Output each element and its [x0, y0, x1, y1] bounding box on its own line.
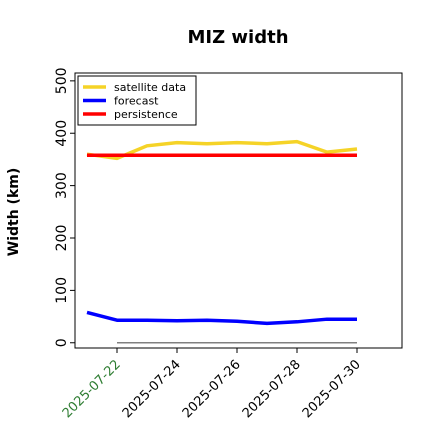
y-tick-label: 300	[54, 172, 70, 199]
y-axis: 0 100 200 300 400 500	[54, 67, 75, 347]
chart-title: MIZ width	[187, 27, 288, 48]
y-axis-label: Width (km)	[6, 168, 22, 257]
y-tick-label: 500	[54, 67, 70, 94]
x-axis: 2025-07-222025-07-242025-07-262025-07-28…	[60, 348, 364, 421]
series-line-satellite-data	[86, 139, 358, 161]
y-tick-label: 400	[54, 120, 70, 147]
legend-label-forecast: forecast	[114, 95, 159, 108]
y-tick-label: 0	[54, 338, 70, 347]
y-tick-label: 200	[54, 225, 70, 252]
x-tick-label: 2025-07-22	[60, 357, 124, 421]
x-tick-label: 2025-07-28	[240, 357, 304, 421]
x-tick-label: 2025-07-26	[180, 357, 244, 421]
legend-label-satellite-data: satellite data	[114, 81, 186, 94]
x-tick-label: 2025-07-30	[300, 357, 364, 421]
y-tick-label: 100	[54, 277, 70, 304]
plot-area	[74, 72, 403, 349]
series-line-forecast	[86, 310, 357, 326]
legend-label-persistence: persistence	[114, 108, 178, 121]
series-layer	[86, 139, 358, 326]
x-tick-label: 2025-07-24	[120, 357, 184, 421]
